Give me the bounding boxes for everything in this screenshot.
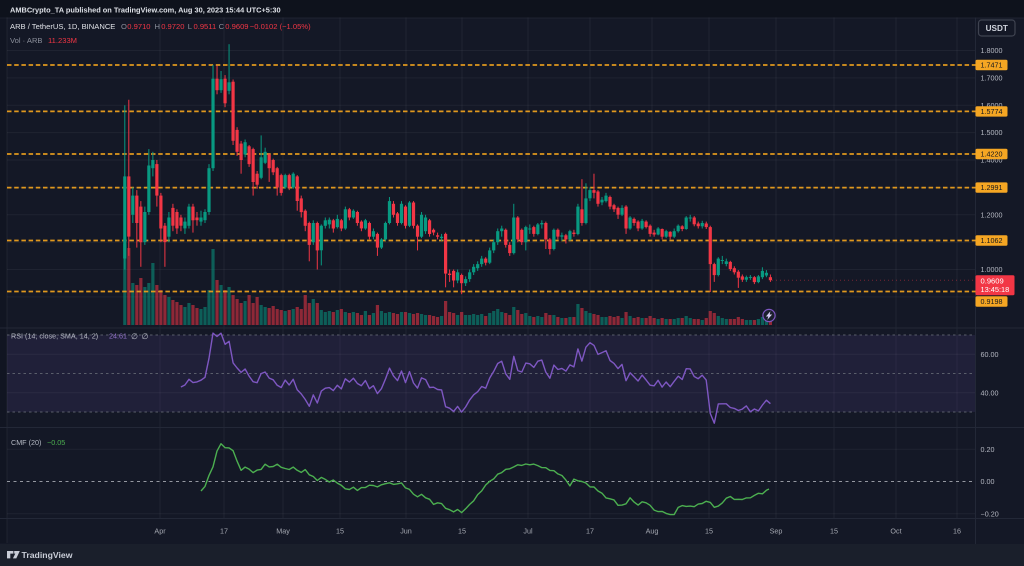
svg-text:0.9511: 0.9511 [194,22,217,31]
svg-text:Oct: Oct [890,527,901,536]
svg-text:O: O [121,22,127,31]
svg-text:Apr: Apr [154,527,166,536]
svg-text:1.1062: 1.1062 [981,236,1003,245]
svg-text:17: 17 [220,527,228,536]
svg-text:∅: ∅ [142,332,149,341]
svg-text:∅: ∅ [131,332,138,341]
svg-text:1.6000: 1.6000 [981,101,1003,110]
svg-text:−0.05: −0.05 [47,438,65,447]
svg-text:0.00: 0.00 [981,477,995,486]
svg-text:0.9609: 0.9609 [225,22,248,31]
svg-text:15: 15 [336,527,344,536]
svg-text:1.4000: 1.4000 [981,156,1003,165]
svg-text:0.9198: 0.9198 [981,297,1003,306]
svg-text:15: 15 [830,527,838,536]
svg-text:0.9710: 0.9710 [127,22,150,31]
svg-text:USDT: USDT [986,24,1008,33]
svg-text:0.9609: 0.9609 [981,277,1004,286]
svg-text:15: 15 [705,527,713,536]
svg-text:24.61: 24.61 [109,331,127,340]
svg-text:1.7471: 1.7471 [981,61,1003,70]
svg-text:15: 15 [458,527,466,536]
svg-text:1.0000: 1.0000 [981,265,1003,274]
svg-text:Sep: Sep [770,527,783,536]
svg-text:1.5774: 1.5774 [981,107,1003,116]
svg-text:1.5000: 1.5000 [981,128,1003,137]
svg-text:H: H [155,22,160,31]
svg-text:ARB / TetherUS, 1D, BINANCE: ARB / TetherUS, 1D, BINANCE [10,22,115,31]
svg-text:1.2000: 1.2000 [981,210,1003,219]
svg-text:L: L [188,22,192,31]
svg-text:CMF (20): CMF (20) [11,438,41,447]
svg-text:May: May [276,527,290,536]
svg-text:11.233M: 11.233M [48,36,77,45]
svg-text:C: C [219,22,225,31]
svg-text:Aug: Aug [646,527,659,536]
svg-text:AMBCrypto_TA published on Trad: AMBCrypto_TA published on TradingView.co… [10,5,281,14]
svg-text:Jun: Jun [400,527,412,536]
svg-text:1.2991: 1.2991 [981,183,1003,192]
svg-text:17: 17 [586,527,594,536]
svg-text:13:45:18: 13:45:18 [981,285,1010,294]
svg-text:Vol · ARB: Vol · ARB [10,36,43,45]
svg-text:16: 16 [953,527,961,536]
svg-text:TradingView: TradingView [22,550,73,560]
svg-text:40.00: 40.00 [981,388,999,397]
svg-text:1.8000: 1.8000 [981,46,1003,55]
svg-text:60.00: 60.00 [981,350,999,359]
svg-text:1.4220: 1.4220 [981,150,1003,159]
svg-text:1.7000: 1.7000 [981,73,1003,82]
svg-text:Jul: Jul [523,527,533,536]
svg-text:0.20: 0.20 [981,445,995,454]
svg-text:−0.20: −0.20 [981,509,999,518]
svg-text:RSI (14, close, SMA, 14, 2): RSI (14, close, SMA, 14, 2) [11,331,98,340]
svg-text:−0.0102 (−1.05%): −0.0102 (−1.05%) [250,22,311,31]
svg-text:0.9720: 0.9720 [161,22,184,31]
